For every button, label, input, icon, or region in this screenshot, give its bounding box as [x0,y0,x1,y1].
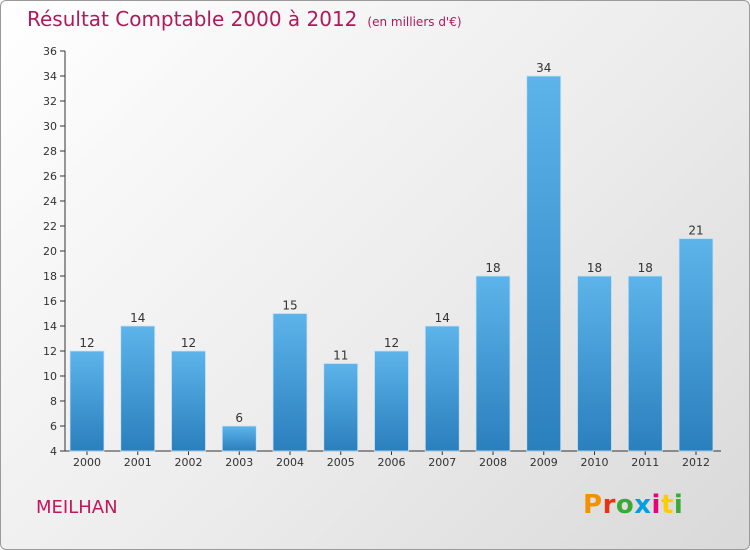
y-tick-label: 28 [43,145,57,158]
y-tick-label: 24 [43,195,57,208]
logo-letter: i [673,490,684,520]
x-tick-label: 2006 [378,456,406,469]
bar-value-label: 12 [384,336,399,350]
x-tick-label: 2005 [327,456,355,469]
x-tick-label: 2011 [631,456,659,469]
title-main: Résultat Comptable 2000 à 2012 [27,7,358,31]
bar-2009 [526,75,562,452]
bar-2010 [577,275,612,452]
y-tick-label: 4 [50,445,57,458]
bar-2002 [171,350,206,452]
y-tick-label: 14 [43,320,57,333]
x-tick-label: 2004 [276,456,304,469]
bar-value-label: 11 [333,349,348,363]
bar-2000 [69,350,105,452]
place-name: MEILHAN [36,497,118,518]
logo-letter: x [634,490,652,520]
y-tick-label: 16 [43,295,57,308]
bar-2012 [678,238,714,452]
bar-value-label: 12 [79,336,94,350]
bar-2008 [475,275,511,452]
bar-2005 [323,363,359,452]
x-tick-label: 2007 [428,456,456,469]
chart-title: Résultat Comptable 2000 à 2012 (en millie… [27,7,462,31]
y-tick-label: 20 [43,245,57,258]
bar-2007 [424,325,460,452]
x-tick-label: 2002 [175,456,203,469]
bar-2006 [374,350,409,452]
bar-value-label: 12 [181,336,196,350]
bar-value-label: 18 [638,261,653,275]
bar-2001 [120,325,156,452]
y-tick-label: 6 [50,420,57,433]
bar-value-label: 18 [587,261,602,275]
logo-letter: P [583,490,603,520]
y-tick-label: 30 [43,120,57,133]
y-tick-label: 22 [43,220,57,233]
logo-letter: o [615,490,635,520]
y-tick-label: 10 [43,370,57,383]
title-subtitle: (en milliers d'€) [367,15,462,29]
bar-value-label: 14 [130,311,145,325]
proxiti-logo: Proxiti [583,490,683,520]
bar-value-label: 6 [235,411,243,425]
y-tick-label: 18 [43,270,57,283]
x-tick-label: 2008 [479,456,507,469]
logo-letter: i [651,490,661,520]
logo-letter: r [602,490,616,520]
y-tick-label: 12 [43,345,57,358]
bar-value-label: 18 [485,261,500,275]
bar-value-label: 21 [688,224,703,238]
x-tick-label: 2000 [73,456,101,469]
bar-value-label: 34 [536,61,551,75]
x-tick-label: 2003 [225,456,253,469]
logo-letter: t [660,490,674,520]
y-tick-label: 8 [50,395,57,408]
y-tick-label: 26 [43,170,57,183]
bar-value-label: 15 [282,299,297,313]
y-tick-label: 34 [43,70,57,83]
bar-2003 [221,425,257,452]
x-tick-label: 2009 [530,456,558,469]
y-tick-label: 32 [43,95,57,108]
bar-2004 [272,313,308,452]
y-tick-label: 36 [43,45,57,58]
x-tick-label: 2001 [124,456,152,469]
x-tick-label: 2012 [682,456,710,469]
x-tick-label: 2010 [581,456,609,469]
bar-value-label: 14 [435,311,450,325]
bar-2011 [627,275,663,452]
